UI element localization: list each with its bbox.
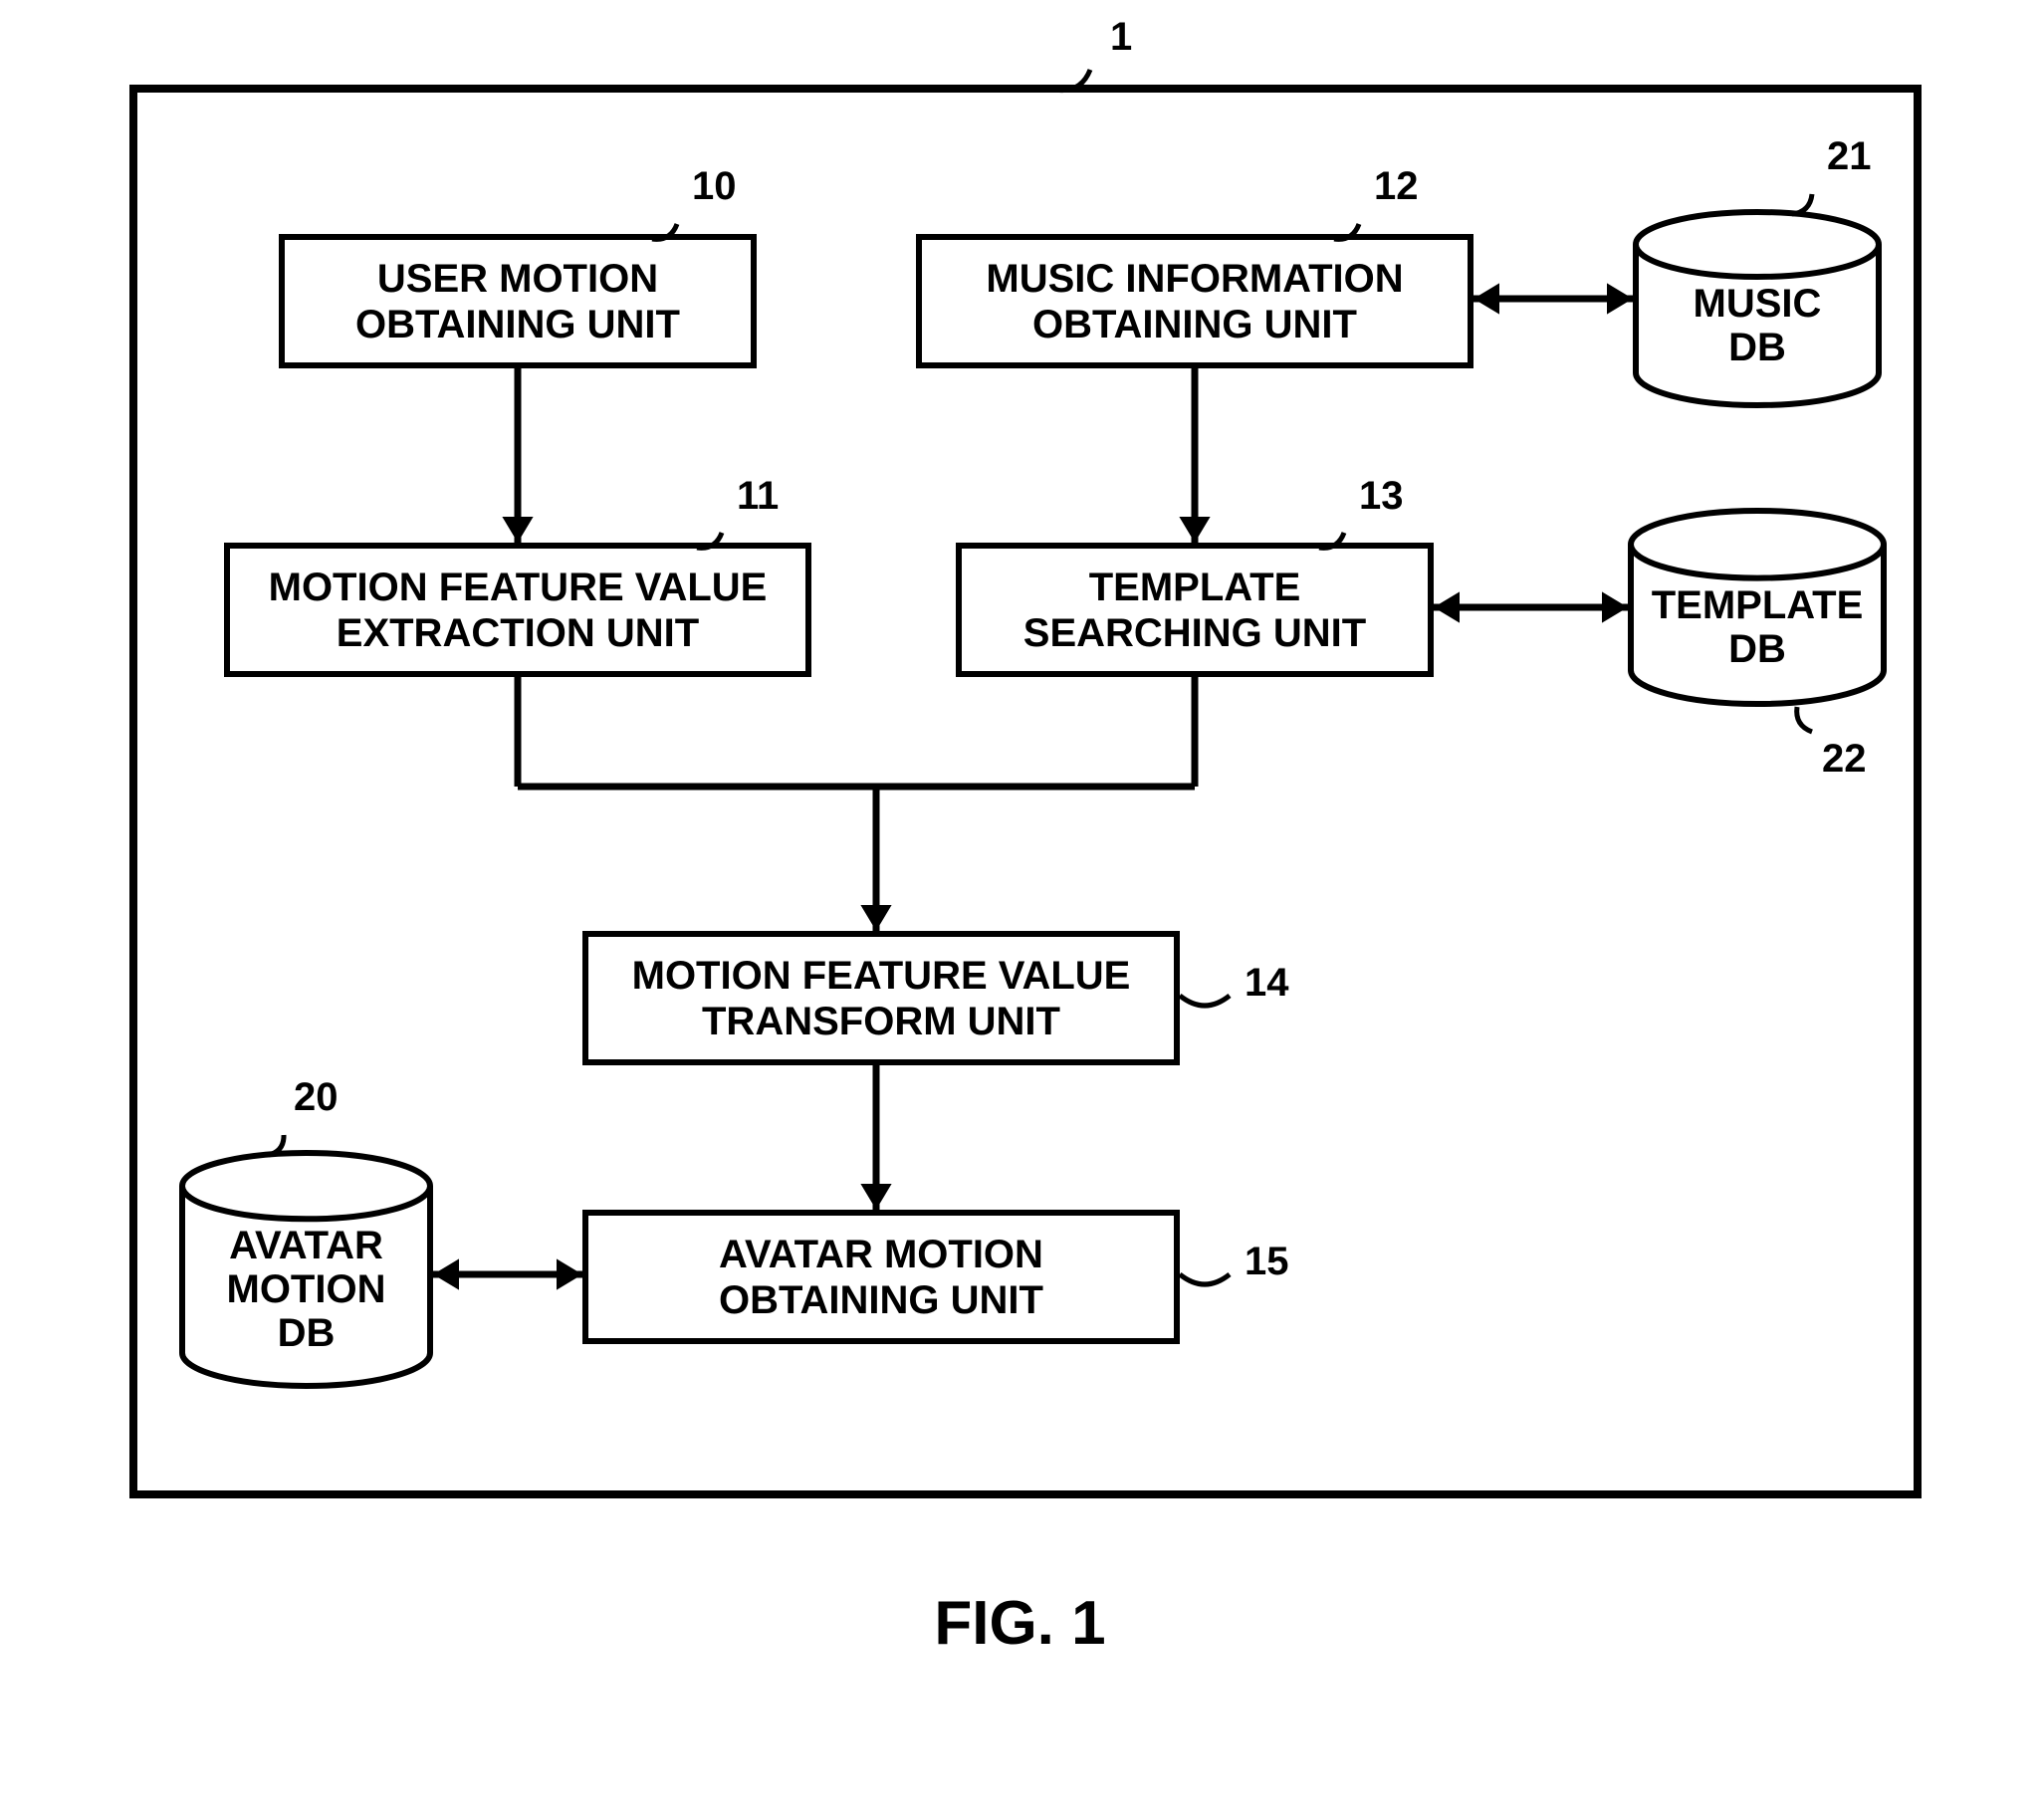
db-label-c20: AVATAR MOTION DB — [179, 1224, 433, 1355]
figure-caption: FIG. 1 — [0, 1588, 2040, 1659]
db-c22: TEMPLATE DB — [1628, 508, 1887, 707]
ref-num: 20 — [294, 1075, 339, 1120]
ref-num: 11 — [737, 474, 779, 519]
unit-u13: TEMPLATE SEARCHING UNIT — [956, 543, 1434, 677]
ref-num: 12 — [1374, 164, 1419, 209]
db-label-c21: MUSIC DB — [1633, 282, 1882, 369]
unit-u15: AVATAR MOTION OBTAINING UNIT — [582, 1210, 1180, 1344]
unit-u14: MOTION FEATURE VALUE TRANSFORM UNIT — [582, 931, 1180, 1065]
unit-u12: MUSIC INFORMATION OBTAINING UNIT — [916, 234, 1473, 368]
ref-num: 1 — [1110, 15, 1132, 60]
unit-u10: USER MOTION OBTAINING UNIT — [279, 234, 757, 368]
unit-u11: MOTION FEATURE VALUE EXTRACTION UNIT — [224, 543, 811, 677]
ref-num: 22 — [1822, 737, 1867, 782]
ref-num: 10 — [692, 164, 737, 209]
db-label-c22: TEMPLATE DB — [1628, 583, 1887, 671]
ref-num: 21 — [1827, 134, 1872, 179]
diagram-canvas: USER MOTION OBTAINING UNIT MUSIC INFORMAT… — [0, 0, 2040, 1820]
db-c21: MUSIC DB — [1633, 209, 1882, 408]
ref-num: 15 — [1245, 1240, 1289, 1284]
ref-num: 14 — [1245, 961, 1289, 1006]
db-c20: AVATAR MOTION DB — [179, 1150, 433, 1389]
ref-num: 13 — [1359, 474, 1404, 519]
